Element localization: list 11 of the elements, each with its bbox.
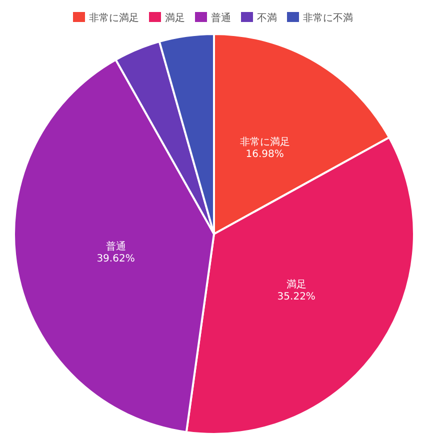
data-label: 35.22% bbox=[277, 292, 316, 303]
data-label: 16.98% bbox=[246, 148, 284, 160]
slice-label: 満足 bbox=[286, 278, 306, 291]
slice-label: 非常に満足 bbox=[240, 136, 290, 148]
slice-label: 普通 bbox=[106, 240, 126, 253]
legend-label: 普通 bbox=[211, 12, 231, 24]
legend-label: 満足 bbox=[165, 12, 185, 24]
legend-label: 非常に満足 bbox=[89, 12, 139, 24]
legend-label: 不満 bbox=[257, 12, 277, 24]
legend-label: 非常に不満 bbox=[303, 12, 353, 24]
data-label: 39.62% bbox=[96, 254, 135, 265]
